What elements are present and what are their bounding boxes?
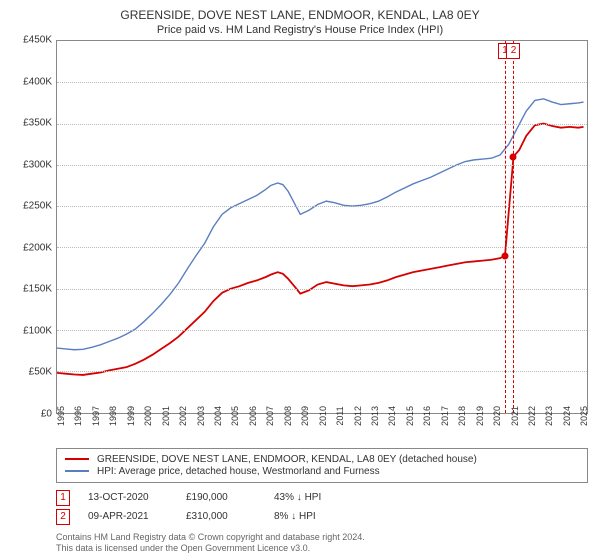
- x-tick-label: 2018: [457, 405, 467, 425]
- y-tick-label: £250K: [23, 201, 52, 212]
- marker-badge: 2: [506, 43, 520, 59]
- event-delta: 8% ↓ HPI: [274, 511, 364, 522]
- footer-line-2: This data is licensed under the Open Gov…: [56, 543, 588, 554]
- y-tick-label: £400K: [23, 76, 52, 87]
- x-tick-label: 2021: [510, 405, 520, 425]
- transaction-dot: [510, 153, 517, 160]
- x-axis: 1995199619971998199920002001200220032004…: [56, 414, 588, 444]
- x-tick-label: 2008: [283, 405, 293, 425]
- chart-title-sub: Price paid vs. HM Land Registry's House …: [12, 24, 588, 36]
- x-tick-label: 2020: [492, 405, 502, 425]
- legend-swatch: [65, 458, 89, 460]
- gridline: [57, 165, 587, 166]
- x-tick-label: 2014: [387, 405, 397, 425]
- y-tick-label: £150K: [23, 284, 52, 295]
- event-row: 1 13-OCT-2020 £190,000 43% ↓ HPI: [56, 490, 588, 506]
- x-tick-label: 1996: [73, 405, 83, 425]
- x-tick-label: 2009: [300, 405, 310, 425]
- y-tick-label: £100K: [23, 325, 52, 336]
- x-tick-label: 2005: [230, 405, 240, 425]
- x-tick-label: 2015: [405, 405, 415, 425]
- event-badge: 1: [56, 490, 70, 506]
- x-tick-label: 2006: [248, 405, 258, 425]
- gridline: [57, 82, 587, 83]
- x-tick-label: 2003: [196, 405, 206, 425]
- gridline: [57, 124, 587, 125]
- x-tick-label: 1997: [91, 405, 101, 425]
- x-tick-label: 1998: [108, 405, 118, 425]
- x-tick-label: 2004: [213, 405, 223, 425]
- chart-svg: [57, 41, 587, 413]
- footer-line-1: Contains HM Land Registry data © Crown c…: [56, 532, 588, 543]
- plot-area: 12: [56, 40, 588, 414]
- x-tick-label: 2001: [161, 405, 171, 425]
- x-tick-label: 2025: [579, 405, 589, 425]
- event-badge: 2: [56, 509, 70, 525]
- legend: GREENSIDE, DOVE NEST LANE, ENDMOOR, KEND…: [56, 448, 588, 483]
- event-date: 13-OCT-2020: [88, 492, 168, 503]
- gridline: [57, 206, 587, 207]
- x-tick-label: 2002: [178, 405, 188, 425]
- x-tick-label: 2017: [440, 405, 450, 425]
- x-tick-label: 1999: [126, 405, 136, 425]
- plot-wrap: £0£50K£100K£150K£200K£250K£300K£350K£400…: [12, 40, 588, 414]
- x-tick-label: 2019: [475, 405, 485, 425]
- chart-container: GREENSIDE, DOVE NEST LANE, ENDMOOR, KEND…: [0, 0, 600, 560]
- y-axis: £0£50K£100K£150K£200K£250K£300K£350K£400…: [12, 40, 56, 414]
- legend-row: HPI: Average price, detached house, West…: [65, 466, 579, 477]
- x-tick-label: 2011: [335, 406, 345, 425]
- x-tick-label: 2022: [527, 405, 537, 425]
- series-line-greenside_after: [513, 124, 583, 157]
- x-tick-label: 2013: [370, 405, 380, 425]
- footer: Contains HM Land Registry data © Crown c…: [56, 532, 588, 555]
- legend-swatch: [65, 470, 89, 472]
- legend-row: GREENSIDE, DOVE NEST LANE, ENDMOOR, KEND…: [65, 454, 579, 465]
- x-tick-label: 2000: [143, 405, 153, 425]
- gridline: [57, 247, 587, 248]
- y-tick-label: £450K: [23, 35, 52, 46]
- events-table: 1 13-OCT-2020 £190,000 43% ↓ HPI 2 09-APR-202…: [56, 487, 588, 528]
- y-tick-label: £300K: [23, 159, 52, 170]
- event-delta: 43% ↓ HPI: [274, 492, 364, 503]
- transaction-dot: [501, 252, 508, 259]
- y-tick-label: £0: [41, 408, 52, 419]
- gridline: [57, 371, 587, 372]
- y-tick-label: £350K: [23, 118, 52, 129]
- x-tick-label: 1995: [56, 405, 66, 425]
- marker-line: [505, 41, 506, 413]
- x-tick-label: 2023: [544, 405, 554, 425]
- gridline: [57, 330, 587, 331]
- marker-line: [513, 41, 514, 413]
- event-date: 09-APR-2021: [88, 511, 168, 522]
- x-tick-label: 2010: [318, 405, 328, 425]
- y-tick-label: £50K: [29, 367, 52, 378]
- gridline: [57, 289, 587, 290]
- y-tick-label: £200K: [23, 242, 52, 253]
- event-price: £190,000: [186, 492, 256, 503]
- chart-titles: GREENSIDE, DOVE NEST LANE, ENDMOOR, KEND…: [12, 8, 588, 36]
- chart-title-main: GREENSIDE, DOVE NEST LANE, ENDMOOR, KEND…: [12, 8, 588, 22]
- event-price: £310,000: [186, 511, 256, 522]
- x-tick-label: 2024: [562, 405, 572, 425]
- event-row: 2 09-APR-2021 £310,000 8% ↓ HPI: [56, 509, 588, 525]
- series-line-greenside: [57, 256, 505, 375]
- legend-label: HPI: Average price, detached house, West…: [97, 466, 380, 477]
- legend-label: GREENSIDE, DOVE NEST LANE, ENDMOOR, KEND…: [97, 454, 477, 465]
- x-tick-label: 2016: [422, 405, 432, 425]
- x-tick-label: 2012: [353, 405, 363, 425]
- x-tick-label: 2007: [265, 405, 275, 425]
